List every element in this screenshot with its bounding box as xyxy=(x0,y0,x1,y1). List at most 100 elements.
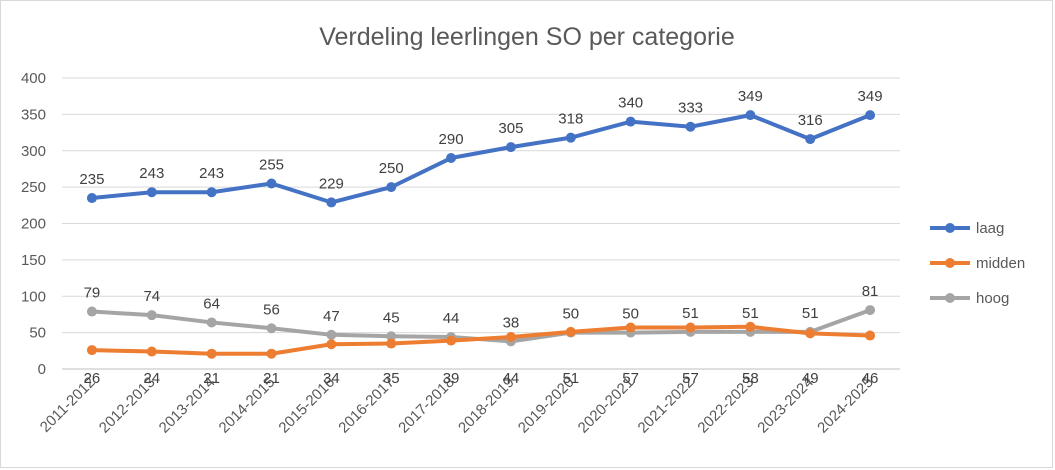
data-point-laag xyxy=(745,110,756,121)
grid-lines xyxy=(62,77,900,370)
data-label-laag: 316 xyxy=(798,112,823,129)
legend-label-midden: midden xyxy=(976,255,1025,272)
legend: laag midden hoog xyxy=(930,220,1025,307)
chart-title: Verdeling leerlingen SO per categorie xyxy=(319,23,735,51)
series-group xyxy=(86,110,876,359)
data-point-hoog xyxy=(86,306,97,317)
data-point-midden xyxy=(86,345,97,356)
data-point-laag xyxy=(446,153,457,164)
y-tick-label: 100 xyxy=(21,288,46,305)
data-point-midden xyxy=(206,348,217,359)
data-label-laag: 318 xyxy=(558,111,583,128)
data-label-midden: 35 xyxy=(383,370,400,387)
data-label-hoog: 64 xyxy=(203,295,220,312)
data-point-midden xyxy=(266,348,277,359)
data-point-laag xyxy=(625,116,636,127)
data-label-hoog: 51 xyxy=(742,305,759,322)
data-point-midden xyxy=(146,346,157,357)
data-label-laag: 243 xyxy=(199,165,224,182)
data-point-laag xyxy=(146,187,157,198)
data-label-midden: 57 xyxy=(682,370,699,387)
data-label-midden: 46 xyxy=(862,370,879,387)
data-label-laag: 255 xyxy=(259,156,284,173)
data-label-midden: 49 xyxy=(802,370,819,387)
y-tick-label: 0 xyxy=(38,361,46,378)
data-point-midden xyxy=(505,331,516,342)
data-point-midden xyxy=(805,328,816,339)
data-point-midden xyxy=(446,335,457,346)
data-label-hoog: 50 xyxy=(562,306,579,323)
legend-marker-midden xyxy=(945,258,955,268)
y-tick-label: 150 xyxy=(21,252,46,269)
data-point-laag xyxy=(266,178,277,189)
y-tick-label: 300 xyxy=(21,143,46,160)
data-label-laag: 290 xyxy=(439,131,464,148)
data-label-midden: 26 xyxy=(84,370,101,387)
data-label-laag: 333 xyxy=(678,100,703,117)
data-label-hoog: 38 xyxy=(503,314,520,331)
data-point-midden xyxy=(565,326,576,337)
series-line-laag xyxy=(89,113,873,205)
y-tick-label: 50 xyxy=(29,325,46,342)
data-point-laag xyxy=(805,134,816,145)
data-label-laag: 243 xyxy=(139,165,164,182)
data-point-midden xyxy=(865,330,876,341)
y-tick-label: 200 xyxy=(21,216,46,233)
data-label-hoog: 50 xyxy=(622,306,639,323)
data-label-midden: 21 xyxy=(203,370,220,387)
data-label-midden: 24 xyxy=(143,370,160,387)
data-label-hoog: 79 xyxy=(84,285,101,302)
data-label-hoog: 45 xyxy=(383,309,400,326)
legend-label-laag: laag xyxy=(976,220,1004,237)
data-point-hoog xyxy=(326,329,337,340)
data-point-laag xyxy=(685,121,696,132)
data-label-hoog: 51 xyxy=(802,305,819,322)
legend-label-hoog: hoog xyxy=(976,290,1009,307)
data-point-laag xyxy=(565,132,576,143)
data-point-midden xyxy=(326,339,337,350)
y-axis: 0 50 100 150 200 250 300 350 400 xyxy=(21,70,46,378)
data-label-laag: 349 xyxy=(738,88,763,105)
legend-marker-laag xyxy=(945,223,955,233)
data-point-laag xyxy=(386,182,397,193)
data-point-laag xyxy=(206,187,217,198)
data-label-hoog: 74 xyxy=(143,288,160,305)
y-tick-label: 400 xyxy=(21,70,46,87)
data-point-hoog xyxy=(266,323,277,334)
data-point-laag xyxy=(326,197,337,208)
data-label-midden: 51 xyxy=(562,370,579,387)
data-point-hoog xyxy=(206,317,217,328)
data-label-midden: 21 xyxy=(263,370,280,387)
data-label-laag: 340 xyxy=(618,95,643,112)
data-label-hoog: 51 xyxy=(682,305,699,322)
data-point-midden xyxy=(685,322,696,333)
data-label-hoog: 44 xyxy=(443,310,460,327)
data-point-hoog xyxy=(386,331,397,342)
data-label-laag: 229 xyxy=(319,175,344,192)
data-point-hoog xyxy=(146,310,157,321)
data-point-laag xyxy=(505,142,516,153)
y-tick-label: 350 xyxy=(21,106,46,123)
data-label-hoog: 56 xyxy=(263,301,280,318)
data-label-laag: 250 xyxy=(379,160,404,177)
data-label-laag: 305 xyxy=(498,120,523,137)
data-point-hoog xyxy=(865,305,876,316)
data-point-laag xyxy=(86,193,97,204)
data-label-midden: 57 xyxy=(622,370,639,387)
data-point-midden xyxy=(745,321,756,332)
data-labels: 235 243 243 255 229 250 290 305 318 340 333 349 316 3… xyxy=(79,88,882,387)
data-label-hoog: 81 xyxy=(862,283,879,300)
data-point-midden xyxy=(625,322,636,333)
data-point-midden xyxy=(386,338,397,349)
series-line-midden xyxy=(89,324,873,356)
data-label-laag: 349 xyxy=(858,88,883,105)
data-label-midden: 39 xyxy=(443,370,460,387)
data-label-laag: 235 xyxy=(79,171,104,188)
y-tick-label: 250 xyxy=(21,179,46,196)
data-point-laag xyxy=(865,110,876,121)
legend-marker-hoog xyxy=(945,293,955,303)
data-label-midden: 34 xyxy=(323,370,340,387)
data-label-hoog: 47 xyxy=(323,308,340,325)
data-label-midden: 44 xyxy=(503,370,520,387)
